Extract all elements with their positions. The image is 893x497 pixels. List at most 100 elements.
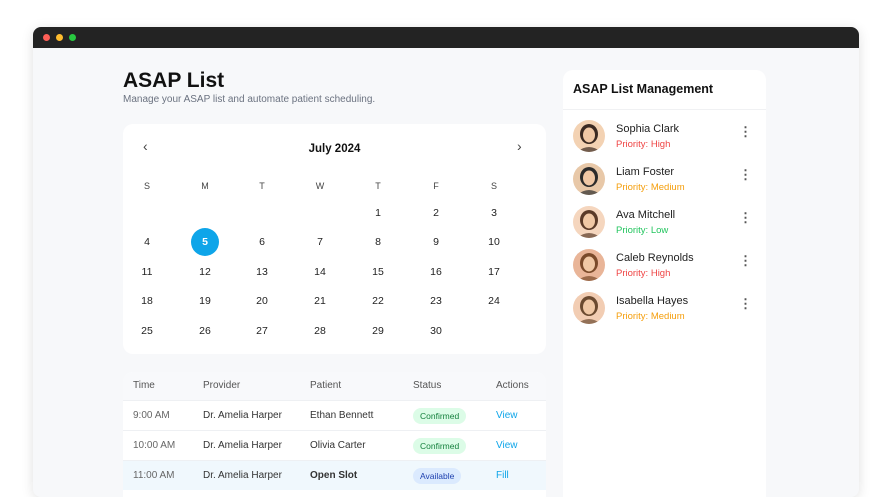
page-title: ASAP List: [123, 69, 225, 92]
calendar-day-12[interactable]: 12: [199, 266, 211, 278]
header-status: Status: [413, 380, 442, 391]
maximize-dot[interactable]: [69, 34, 76, 41]
calendar-day-30[interactable]: 30: [430, 325, 442, 337]
patient-cell: Olivia Carter: [310, 440, 366, 451]
action-link[interactable]: View: [496, 440, 518, 451]
action-link[interactable]: View: [496, 410, 518, 421]
patient-name: Liam Foster: [616, 166, 675, 178]
calendar-day-28[interactable]: 28: [314, 325, 326, 337]
calendar-day-16[interactable]: 16: [430, 266, 442, 278]
priority-label: Priority: Medium: [616, 311, 685, 322]
calendar-day-17[interactable]: 17: [488, 266, 500, 278]
page-subtitle: Manage your ASAP list and automate patie…: [123, 94, 376, 105]
avatar: [573, 120, 605, 152]
more-options-icon[interactable]: ⋮: [739, 296, 752, 311]
patient-cell: Ethan Bennett: [310, 410, 374, 421]
patient-name: Isabella Hayes: [616, 295, 689, 307]
app-window: ASAP List Manage your ASAP list and auto…: [33, 27, 859, 497]
header-time: Time: [133, 380, 155, 391]
minimize-dot[interactable]: [56, 34, 63, 41]
priority-label: Priority: High: [616, 139, 671, 150]
calendar-day-4[interactable]: 4: [144, 236, 150, 248]
calendar-day-24[interactable]: 24: [488, 295, 500, 307]
calendar-day-1[interactable]: 1: [375, 207, 381, 219]
header-patient: Patient: [310, 380, 342, 391]
patient-name: Sophia Clark: [616, 123, 679, 135]
status-badge: Confirmed: [413, 408, 467, 424]
calendar-day-5[interactable]: 5: [191, 228, 219, 256]
more-options-icon[interactable]: ⋮: [739, 124, 752, 139]
calendar-day-26[interactable]: 26: [199, 325, 211, 337]
calendar-day-11[interactable]: 11: [141, 266, 153, 278]
asap-list-item[interactable]: Caleb Reynolds Priority: High ⋮: [563, 244, 766, 287]
priority-label: Priority: High: [616, 268, 671, 279]
priority-label: Priority: Medium: [616, 182, 685, 193]
patient-cell: Open Slot: [310, 470, 358, 481]
calendar-day-19[interactable]: 19: [199, 295, 211, 307]
month-label: July 2024: [308, 143, 361, 155]
asap-management-panel: ASAP List Management Sophia Clark Priori…: [563, 70, 766, 497]
divider: [563, 109, 766, 110]
weekday-label: T: [259, 181, 265, 191]
status-badge: Available: [413, 468, 462, 484]
avatar: [573, 163, 605, 195]
calendar-day-10[interactable]: 10: [488, 236, 500, 248]
calendar: ‹ July 2024 › S M T W T F S 1 2 3 4 5 6 7 8 9 10 11 12 13 14…: [123, 124, 546, 354]
more-options-icon[interactable]: ⋮: [739, 167, 752, 182]
table-row[interactable]: 10:00 AM Dr. Amelia Harper Olivia Carter…: [123, 430, 546, 460]
calendar-day-22[interactable]: 22: [372, 295, 384, 307]
calendar-day-18[interactable]: 18: [141, 295, 153, 307]
calendar-day-3[interactable]: 3: [491, 207, 497, 219]
provider-cell: Dr. Amelia Harper: [203, 440, 282, 451]
panel-title: ASAP List Management: [573, 82, 714, 96]
avatar: [573, 206, 605, 238]
weekday-label: S: [143, 181, 150, 191]
provider-cell: Dr. Amelia Harper: [203, 410, 282, 421]
avatar: [573, 249, 605, 281]
title-bar: [33, 27, 859, 48]
asap-list-item[interactable]: Isabella Hayes Priority: Medium ⋮: [563, 287, 766, 330]
table-header: Time Provider Patient Status Actions: [123, 372, 546, 400]
calendar-day-13[interactable]: 13: [256, 266, 268, 278]
time-cell: 11:00 AM: [133, 470, 175, 481]
time-cell: 10:00 AM: [133, 440, 176, 451]
patient-name: Ava Mitchell: [616, 209, 676, 221]
avatar: [573, 292, 605, 324]
calendar-day-29[interactable]: 29: [372, 325, 384, 337]
calendar-day-23[interactable]: 23: [430, 295, 442, 307]
prev-month-icon[interactable]: ‹: [143, 138, 148, 154]
calendar-day-2[interactable]: 2: [433, 207, 439, 219]
calendar-day-21[interactable]: 21: [314, 295, 326, 307]
calendar-day-9[interactable]: 9: [433, 236, 439, 248]
calendar-day-14[interactable]: 14: [314, 266, 326, 278]
priority-label: Priority: Low: [616, 225, 669, 236]
asap-list-item[interactable]: Liam Foster Priority: Medium ⋮: [563, 158, 766, 201]
more-options-icon[interactable]: ⋮: [739, 253, 752, 268]
more-options-icon[interactable]: ⋮: [739, 210, 752, 225]
time-cell: 9:00 AM: [133, 410, 170, 421]
calendar-day-6[interactable]: 6: [259, 236, 265, 248]
calendar-day-25[interactable]: 25: [141, 325, 153, 337]
patient-name: Caleb Reynolds: [616, 252, 694, 264]
table-row[interactable]: 9:00 AM Dr. Amelia Harper Ethan Bennett …: [123, 400, 546, 430]
weekday-label: S: [490, 181, 497, 191]
calendar-day-8[interactable]: 8: [375, 236, 381, 248]
header-actions: Actions: [496, 380, 529, 391]
status-badge: Confirmed: [413, 438, 467, 454]
action-link[interactable]: Fill: [496, 470, 509, 481]
asap-list-item[interactable]: Ava Mitchell Priority: Low ⋮: [563, 201, 766, 244]
calendar-day-15[interactable]: 15: [372, 266, 384, 278]
weekday-label: M: [201, 181, 209, 191]
close-dot[interactable]: [43, 34, 50, 41]
weekday-label: W: [315, 181, 325, 191]
calendar-day-20[interactable]: 20: [256, 295, 268, 307]
calendar-day-7[interactable]: 7: [317, 236, 323, 248]
provider-cell: Dr. Amelia Harper: [203, 470, 282, 481]
calendar-day-27[interactable]: 27: [256, 325, 268, 337]
table-row[interactable]: 11:00 AM Dr. Amelia Harper Open Slot Ava…: [123, 460, 546, 490]
header-provider: Provider: [203, 380, 241, 391]
next-month-icon[interactable]: ›: [517, 138, 522, 154]
asap-list-item[interactable]: Sophia Clark Priority: High ⋮: [563, 115, 766, 158]
weekday-label: T: [375, 181, 381, 191]
appointments-table: Time Provider Patient Status Actions 9:0…: [123, 372, 546, 497]
